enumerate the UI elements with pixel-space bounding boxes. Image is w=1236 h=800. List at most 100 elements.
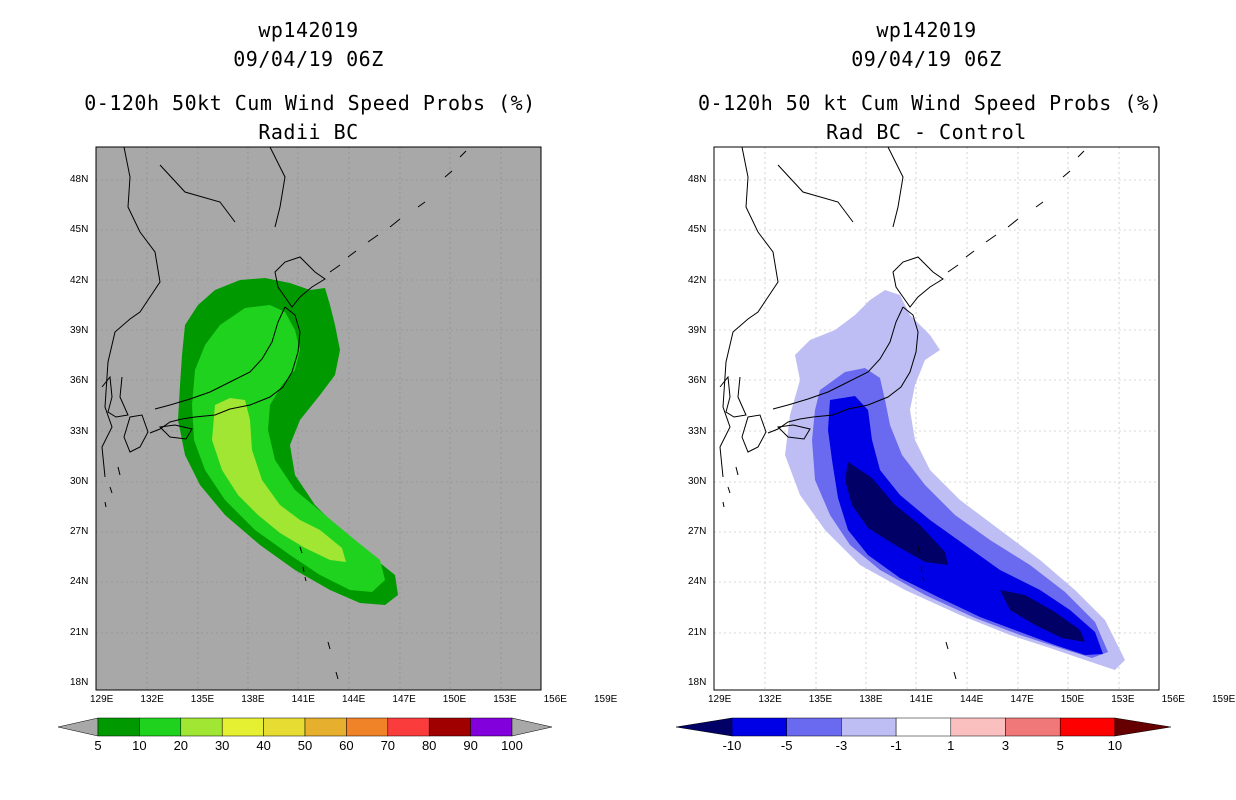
lon-tick-label: 153E xyxy=(1111,694,1135,705)
left-title-storm-id: wp142019 xyxy=(258,18,359,42)
left-title-subtitle: Radii BC xyxy=(258,120,359,144)
colorbar-label: 80 xyxy=(421,738,437,753)
lat-tick-label: 24N xyxy=(688,576,707,588)
lat-tick-label: 45N xyxy=(70,224,89,236)
lat-tick-label: 24N xyxy=(70,576,89,588)
lon-tick-label: 156E xyxy=(1161,694,1185,705)
colorbar-label: -5 xyxy=(780,738,793,753)
colorbar-label: 5 xyxy=(94,738,102,753)
right-title-date: 09/04/19 06Z xyxy=(851,47,1002,71)
lat-tick-label: 42N xyxy=(688,274,707,286)
colorbar-swatch xyxy=(428,717,471,737)
lat-tick-label: 21N xyxy=(70,626,89,638)
colorbar-swatch xyxy=(950,717,1006,737)
lon-tick-label: 138E xyxy=(859,694,883,705)
lat-tick-label: 36N xyxy=(70,375,89,387)
lat-tick-label: 36N xyxy=(688,375,707,387)
left-prob-20pct xyxy=(212,398,346,562)
lon-tick-label: 138E xyxy=(241,694,265,705)
right-map-frame xyxy=(713,146,1160,691)
lat-tick-label: 33N xyxy=(70,425,89,437)
colorbar-label: -10 xyxy=(722,738,742,753)
colorbar-swatch xyxy=(221,717,264,737)
lon-tick-label: 141E xyxy=(291,694,315,705)
lon-tick-label: 150E xyxy=(442,694,467,705)
lat-tick-label: 45N xyxy=(688,224,707,236)
colorbar-swatch xyxy=(470,717,513,737)
lat-tick-label: 27N xyxy=(688,526,707,538)
lon-tick-label: 144E xyxy=(960,694,984,705)
colorbar-end-triangle xyxy=(675,717,733,737)
colorbar-swatch xyxy=(263,717,306,737)
colorbar-label: 3 xyxy=(1001,738,1010,753)
right-title-storm-id: wp142019 xyxy=(876,18,977,42)
colorbar-label: 10 xyxy=(132,738,147,753)
left-map-background xyxy=(96,147,541,690)
left-map-frame xyxy=(95,146,542,691)
lat-tick-label: 39N xyxy=(70,324,89,336)
left-title-product: 0-120h 50kt Cum Wind Speed Probs (%) xyxy=(84,91,536,115)
right-diff-minus3 xyxy=(812,368,1108,658)
lon-tick-label: 135E xyxy=(190,694,215,705)
lat-tick-label: 39N xyxy=(688,324,707,336)
colorbar-end-triangle xyxy=(1114,717,1171,737)
lon-tick-label: 150E xyxy=(1060,694,1085,705)
lon-tick-label: 147E xyxy=(1010,694,1034,705)
left-gridlines xyxy=(96,147,541,690)
left-title-date: 09/04/19 06Z xyxy=(233,47,384,71)
colorbar-label: 1 xyxy=(947,738,955,753)
lat-tick-label: 48N xyxy=(70,174,89,185)
right-diff-minus10 xyxy=(845,462,948,565)
lat-tick-label: 30N xyxy=(688,475,707,487)
colorbar-swatch xyxy=(786,717,842,737)
lon-tick-label: 144E xyxy=(342,694,366,705)
lon-tick-label: 159E xyxy=(1212,694,1236,705)
colorbar-swatch xyxy=(895,717,952,737)
colorbar-label: 30 xyxy=(214,738,230,753)
colorbar-swatch xyxy=(1059,717,1116,737)
colorbar-label: -1 xyxy=(890,738,902,753)
lon-tick-label: 129E xyxy=(90,694,114,705)
lon-tick-label: 132E xyxy=(758,694,782,705)
colorbar-label: 40 xyxy=(256,738,271,753)
colorbar-swatch xyxy=(1005,717,1061,737)
lat-tick-label: 48N xyxy=(688,174,707,185)
colorbar-end-triangle xyxy=(57,717,99,737)
left-map-panel xyxy=(95,146,542,691)
colorbar-swatch xyxy=(346,717,389,737)
lon-tick-label: 141E xyxy=(909,694,933,705)
colorbar-swatch xyxy=(180,717,223,737)
colorbar-label: 50 xyxy=(297,738,313,753)
colorbar-label: 10 xyxy=(1107,738,1123,753)
right-title-product: 0-120h 50 kt Cum Wind Speed Probs (%) xyxy=(697,91,1163,115)
lat-tick-label: 33N xyxy=(688,425,707,437)
lat-tick-label: 18N xyxy=(70,677,89,688)
lat-tick-label: 30N xyxy=(70,475,89,487)
lon-tick-label: 159E xyxy=(594,694,618,705)
lat-tick-label: 42N xyxy=(70,274,89,286)
lon-tick-label: 156E xyxy=(543,694,567,705)
right-diff-minus10b xyxy=(1000,590,1085,642)
colorbar-label: 70 xyxy=(380,738,396,753)
colorbar-swatch xyxy=(841,717,897,737)
colorbar-label: -3 xyxy=(835,738,848,753)
colorbar-swatch xyxy=(731,717,787,737)
left-colorbar xyxy=(57,717,553,737)
right-map-panel xyxy=(713,146,1160,691)
right-colorbar xyxy=(675,717,1171,737)
colorbar-swatch xyxy=(387,717,430,737)
colorbar-end-triangle xyxy=(511,717,553,737)
lon-tick-label: 147E xyxy=(392,694,416,705)
lon-tick-label: 129E xyxy=(708,694,732,705)
colorbar-label: 20 xyxy=(173,738,189,753)
lon-tick-label: 153E xyxy=(493,694,517,705)
lon-tick-label: 135E xyxy=(808,694,833,705)
lon-tick-label: 132E xyxy=(140,694,164,705)
colorbar-swatch xyxy=(139,717,182,737)
right-title-subtitle: Rad BC - Control xyxy=(826,120,1027,144)
colorbar-swatch xyxy=(304,717,347,737)
right-gridlines xyxy=(714,147,1159,690)
lat-tick-label: 21N xyxy=(688,626,707,638)
right-diff-minus5 xyxy=(828,396,1103,655)
